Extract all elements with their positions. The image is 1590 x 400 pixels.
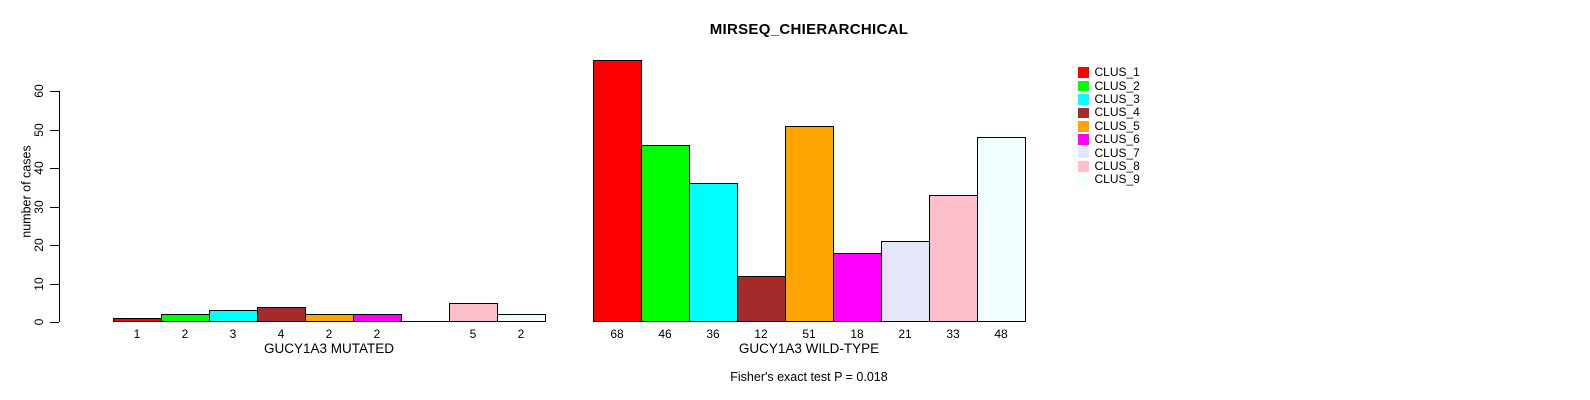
bar-clus_1 <box>113 318 162 322</box>
bar-clus_9 <box>977 137 1026 322</box>
bar-value-label: 12 <box>754 327 768 341</box>
bar-clus_4 <box>257 307 306 322</box>
bar-clus_7 <box>881 241 930 322</box>
y-axis-line <box>59 91 60 322</box>
bar-value-label: 48 <box>994 327 1008 341</box>
bar-clus_6 <box>353 314 402 322</box>
y-tick-label: 10 <box>32 276 46 291</box>
bar-value-label: 68 <box>610 327 624 341</box>
bar-clus_5 <box>305 314 354 322</box>
legend-item: CLUS_9 <box>1078 173 1140 186</box>
legend-item: CLUS_5 <box>1078 118 1140 133</box>
y-tick-label: 40 <box>32 161 46 175</box>
bar-value-label: 2 <box>373 327 381 341</box>
bar-value-label: 21 <box>898 327 912 341</box>
legend-item: CLUS_3 <box>1078 91 1140 106</box>
bar-clus_2 <box>161 314 210 322</box>
legend-label: CLUS_6 <box>1094 132 1140 147</box>
bar-value-label: 46 <box>658 327 672 341</box>
legend-label: CLUS_2 <box>1094 78 1140 93</box>
y-tick-mark <box>50 283 59 285</box>
bar-value-label: 2 <box>517 327 525 341</box>
legend-item: CLUS_4 <box>1078 106 1140 119</box>
bar-value-label: 3 <box>229 327 237 341</box>
legend-swatch <box>1078 121 1089 132</box>
bar-clus_5 <box>785 126 834 322</box>
legend-swatch <box>1078 134 1089 145</box>
bar-value-label: 1 <box>133 327 141 341</box>
y-tick-mark <box>50 206 59 208</box>
y-tick-label: 60 <box>32 84 46 98</box>
x-axis-label-wildtype: GUCY1A3 WILD-TYPE <box>738 341 880 356</box>
bar-clus_7 <box>401 321 450 322</box>
legend-label: CLUS_5 <box>1094 118 1140 133</box>
y-tick-mark <box>50 245 59 246</box>
legend-item: CLUS_2 <box>1078 79 1140 92</box>
legend-label: CLUS_4 <box>1094 105 1140 120</box>
y-tick-mark <box>50 129 59 131</box>
legend-swatch <box>1078 94 1089 105</box>
bar-value-label: 2 <box>181 327 189 341</box>
legend-swatch <box>1078 107 1089 119</box>
bar-value-label: 4 <box>277 327 285 341</box>
legend-item: CLUS_7 <box>1078 146 1140 159</box>
bar-clus_3 <box>209 310 258 322</box>
legend-swatch <box>1078 174 1089 186</box>
legend-item: CLUS_8 <box>1078 158 1140 173</box>
legend: CLUS_1 CLUS_2 CLUS_3 CLUS_4 CLUS_5 CLUS_6 CLUS… <box>1078 66 1140 187</box>
legend-label: CLUS_9 <box>1094 172 1140 187</box>
bar-value-label: 51 <box>802 327 816 341</box>
legend-label: CLUS_3 <box>1094 91 1140 106</box>
bar-value-label: 36 <box>706 327 720 341</box>
bar-clus_8 <box>449 303 498 322</box>
bar-value-label: 2 <box>325 327 333 341</box>
bar-clus_9 <box>497 314 546 322</box>
y-tick-label: 0 <box>32 318 46 326</box>
y-tick-mark <box>50 91 59 92</box>
bar-clus_3 <box>689 183 738 322</box>
y-tick-label: 30 <box>32 199 46 214</box>
fisher-test-note: Fisher's exact test P = 0.018 <box>730 370 888 384</box>
bar-value-label: 18 <box>850 327 864 341</box>
legend-label: CLUS_7 <box>1094 145 1140 160</box>
y-tick-label: 20 <box>32 238 46 252</box>
bar-clus_4 <box>737 276 786 322</box>
bar-clus_2 <box>641 145 690 322</box>
bar-value-label: 33 <box>946 327 960 341</box>
legend-swatch <box>1078 67 1089 78</box>
y-tick-label: 50 <box>32 122 46 137</box>
legend-label: CLUS_1 <box>1094 65 1140 80</box>
legend-swatch <box>1078 80 1089 92</box>
legend-swatch <box>1078 147 1089 159</box>
legend-item: CLUS_6 <box>1078 133 1140 146</box>
y-tick-mark <box>50 168 59 169</box>
bar-clus_6 <box>833 253 882 322</box>
legend-swatch <box>1078 161 1089 172</box>
legend-item: CLUS_1 <box>1078 66 1140 79</box>
y-tick-mark <box>50 322 59 323</box>
x-axis-label-mutated: GUCY1A3 MUTATED <box>263 341 395 356</box>
bar-clus_8 <box>929 195 978 322</box>
bar-value-label: 5 <box>469 327 477 341</box>
legend-label: CLUS_8 <box>1094 158 1140 173</box>
chart-title: MIRSEQ_CHIERARCHICAL <box>709 21 909 38</box>
bar-clus_1 <box>593 60 642 322</box>
